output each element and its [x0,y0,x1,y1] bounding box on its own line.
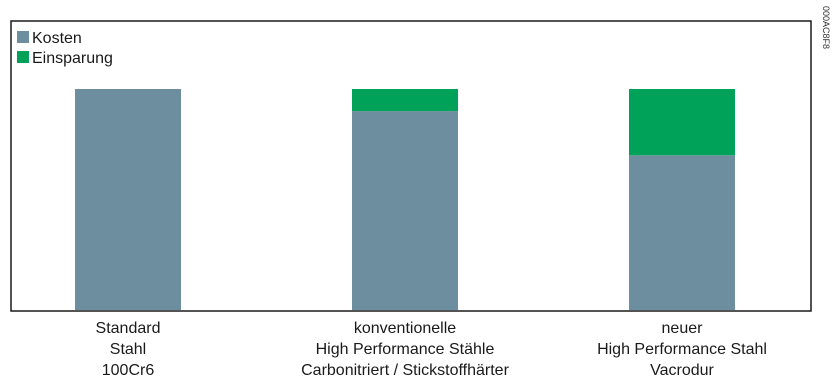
x-label-1-line-3: 100Cr6 [102,362,155,379]
bars-group [75,89,735,310]
x-label-1-line-1: Standard [96,320,161,337]
x-label-3-line-3: Vacrodur [650,362,714,379]
legend-label-einsparung: Einsparung [32,50,113,67]
bar-einsparung-2 [352,89,458,112]
bar-einsparung-3 [629,89,735,156]
legend-label-kosten: Kosten [32,30,82,47]
x-label-1-line-2: Stahl [110,341,146,358]
legend: Kosten Einsparung [17,30,113,67]
legend-swatch-kosten [17,31,29,43]
x-label-3-line-2: High Performance Stahl [597,341,767,358]
x-axis-labels: Standard Stahl 100Cr6 konventionelle High Pe… [96,320,767,379]
legend-swatch-einsparung [17,51,29,63]
x-label-2-line-1: konventionelle [354,320,456,337]
x-label-3-line-1: neuer [662,320,704,337]
bar-kosten-1 [75,89,181,310]
x-label-2-line-2: High Performance Stähle [316,341,495,358]
bar-kosten-2 [352,111,458,310]
x-label-2-line-3: Carbonitriert / Stickstoffhärter [301,362,509,379]
figure-code: 000AC8F8 [821,6,831,49]
bar-kosten-3 [629,155,735,310]
